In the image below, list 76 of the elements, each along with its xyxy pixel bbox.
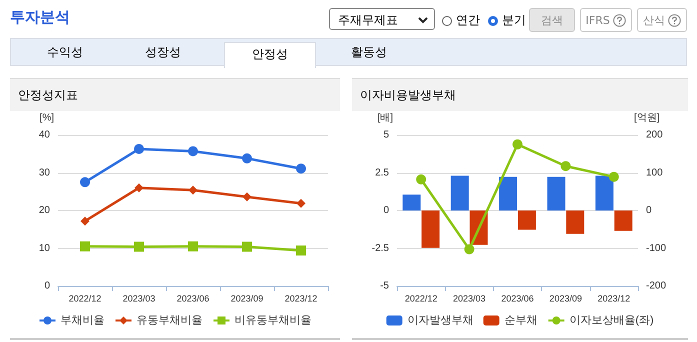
bar (614, 210, 632, 231)
legend-label: 이자발생부채 (407, 314, 474, 326)
x-tick-label: 2022/12 (68, 294, 102, 304)
text: IFRS (580, 8, 632, 32)
legend-label: 이자보상배율(좌) (569, 314, 654, 326)
legend-label: 순부채 (504, 314, 538, 326)
text: 성장성 (144, 44, 182, 61)
point (608, 172, 619, 182)
x-tick-label: 2023/12 (284, 294, 318, 304)
y-tick-label: 30 (38, 167, 50, 178)
y-tick-label: 0 (44, 280, 50, 292)
y-tick-label: 5 (383, 130, 390, 140)
text: 산식 (637, 8, 687, 32)
bar (595, 176, 614, 210)
x-tick-label: 2022/12 (404, 294, 438, 304)
point (242, 242, 252, 252)
y2-tick-label: 100 (646, 167, 664, 178)
y-tick-label: -5 (380, 280, 390, 292)
legend-label: 유동부채비율 (136, 314, 202, 326)
point (134, 144, 144, 154)
y-axis-title: [배] (377, 112, 394, 124)
bar (402, 194, 421, 210)
point (80, 177, 90, 188)
point (188, 186, 198, 195)
bar (499, 176, 518, 210)
point (296, 164, 306, 174)
bar (518, 210, 536, 230)
y2-tick-label: -100 (646, 242, 666, 254)
x-tick-label: 2023/09 (230, 294, 264, 304)
text: 연간 (454, 12, 480, 29)
legend-label: 부채비율 (60, 314, 104, 326)
point (242, 153, 252, 164)
text: 투자분석 (10, 8, 70, 27)
point (560, 161, 571, 172)
chart-title: 이자비용발생부채 (352, 79, 688, 111)
point (464, 244, 474, 254)
y-tick-label: 0 (383, 205, 390, 216)
text: 수익성 (46, 44, 84, 61)
text: 안정성 (224, 42, 316, 68)
y2-tick-label: 0 (646, 205, 652, 216)
point (242, 192, 252, 202)
text: 활동성 (350, 44, 388, 61)
point (296, 198, 306, 208)
y-tick-label: 40 (38, 130, 50, 140)
x-tick-label: 2023/03 (122, 294, 156, 304)
point (80, 241, 90, 252)
point (416, 174, 426, 184)
text: 분기 (500, 12, 526, 29)
text: 검색 (529, 8, 575, 32)
x-tick-label: 2023/06 (176, 294, 210, 304)
x-tick-label: 2023/06 (501, 294, 534, 304)
x-tick-label: 2023/12 (598, 294, 630, 304)
point (188, 241, 198, 252)
bar (547, 176, 566, 210)
point (80, 216, 90, 226)
y-axis-title: [%] (40, 112, 54, 124)
y-tick-label: 2.5 (375, 167, 390, 178)
x-tick-label: 2023/09 (549, 294, 582, 304)
bar (566, 210, 584, 234)
y2-tick-label: -200 (646, 280, 666, 292)
chart-title: 안정성지표 (10, 79, 340, 111)
y2-axis-title: [억원] (634, 112, 660, 124)
point (296, 246, 306, 256)
y2-tick-label: 200 (646, 130, 664, 140)
bar (422, 210, 440, 248)
y-tick-label: 10 (38, 242, 50, 254)
x-tick-label: 2023/03 (453, 294, 486, 304)
y-tick-label: 20 (38, 205, 50, 216)
legend-label: 비유동부채비율 (234, 314, 312, 326)
point (134, 183, 144, 192)
text: 주재무제표 (329, 8, 435, 30)
y-tick-label: -2.5 (372, 242, 390, 254)
point (134, 242, 144, 252)
point (188, 146, 198, 156)
point (512, 139, 522, 150)
bar (450, 176, 469, 210)
